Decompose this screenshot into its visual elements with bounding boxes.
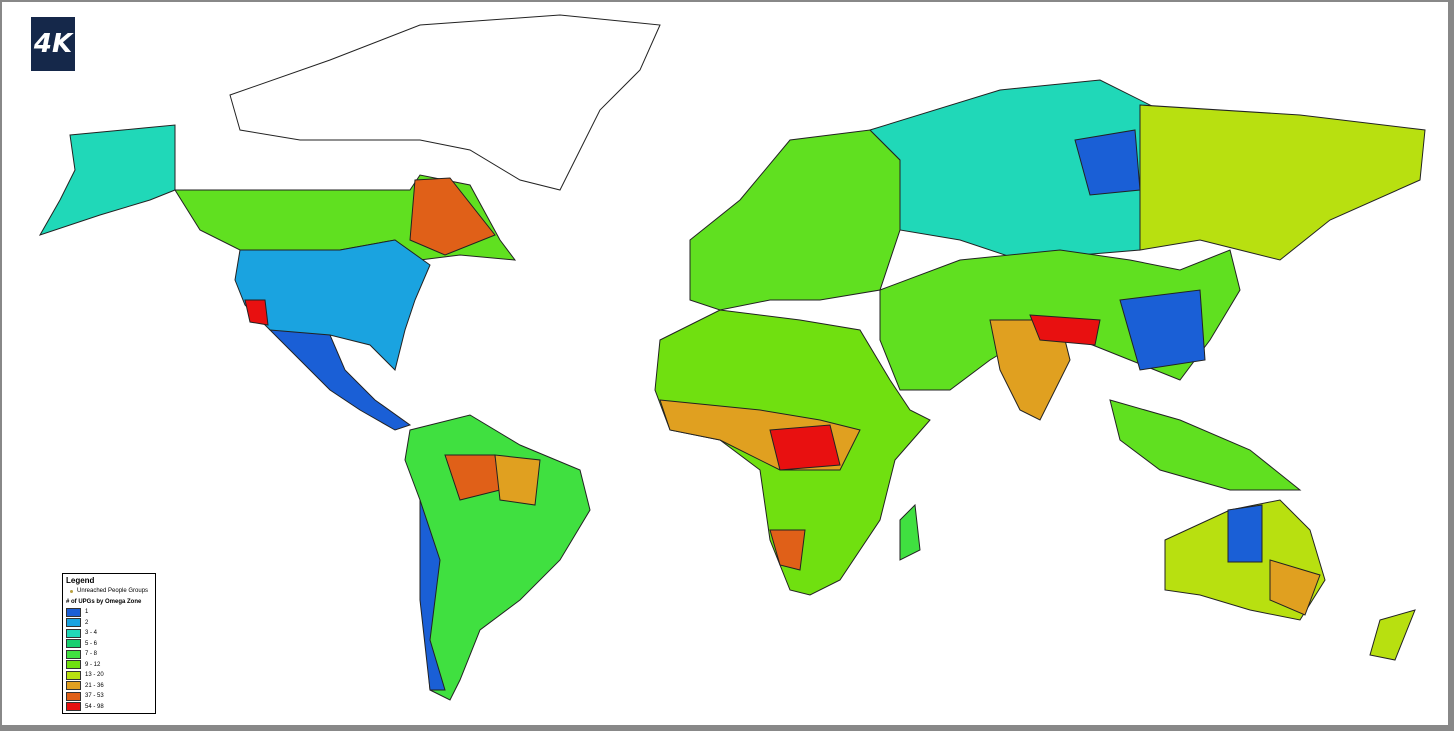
legend-label: 1: [85, 609, 89, 616]
greenland: [229, 14, 661, 191]
legend-swatch: [66, 649, 81, 659]
para: [494, 454, 541, 506]
legend-point-entry: Unreached People Groups: [66, 588, 152, 594]
quebec: [409, 177, 496, 256]
southeast-asia: [1109, 399, 1302, 491]
legend-item: 3 - 4: [66, 628, 152, 639]
legend-item: 1: [66, 607, 152, 618]
legend-item: 2: [66, 618, 152, 629]
legend-swatch: [66, 702, 81, 712]
legend-label: 54 - 98: [85, 703, 104, 710]
legend-item: 13 - 20: [66, 670, 152, 681]
legend-swatch: [66, 628, 81, 638]
legend-label: 37 - 53: [85, 693, 104, 700]
legend-item: 7 - 8: [66, 649, 152, 660]
legend-item: 37 - 53: [66, 691, 152, 702]
alaska: [38, 124, 176, 236]
california: [244, 299, 269, 326]
northern-territory: [1227, 504, 1263, 563]
legend-item: 54 - 98: [66, 702, 152, 713]
legend-label: 9 - 12: [85, 661, 101, 668]
legend-swatch: [66, 670, 81, 680]
madagascar: [899, 503, 921, 561]
legend-subtitle: # of UPGs by Omega Zone: [66, 599, 142, 605]
legend-item: 21 - 36: [66, 681, 152, 692]
new-south-wales: [1269, 559, 1321, 616]
russia-east: [1139, 104, 1426, 261]
legend-label: 2: [85, 619, 89, 626]
china-east: [1119, 289, 1206, 371]
legend-item: 9 - 12: [66, 660, 152, 671]
legend-label: 5 - 6: [85, 640, 98, 647]
legend-swatch: [66, 618, 81, 628]
legend-label: 13 - 20: [85, 672, 104, 679]
legend-items: 1 2 3 - 4 5 - 6 7 - 8 9 - 12 13 - 20 21 - 36 37 …: [66, 607, 152, 712]
legend-label: 7 - 8: [85, 651, 98, 658]
logo: 4K: [31, 17, 75, 71]
point-symbol: [70, 589, 73, 593]
legend-title: Legend: [66, 576, 95, 585]
europe: [689, 129, 901, 311]
namibia: [769, 529, 806, 571]
central-africa: [769, 424, 841, 471]
legend-swatch: [66, 639, 81, 649]
legend-label: 3 - 4: [85, 630, 98, 637]
legend-swatch: [66, 607, 81, 617]
legend-label: 21 - 36: [85, 682, 104, 689]
legend: Legend Unreached People Groups # of UPGs…: [62, 573, 156, 714]
legend-item: 5 - 6: [66, 639, 152, 650]
chile: [419, 499, 446, 691]
legend-swatch: [66, 660, 81, 670]
legend-swatch: [66, 681, 81, 691]
legend-swatch: [66, 691, 81, 701]
new-zealand: [1369, 609, 1416, 661]
mexico: [268, 329, 412, 431]
tibet: [1029, 314, 1101, 346]
legend-point-label: Unreached People Groups: [77, 588, 149, 594]
